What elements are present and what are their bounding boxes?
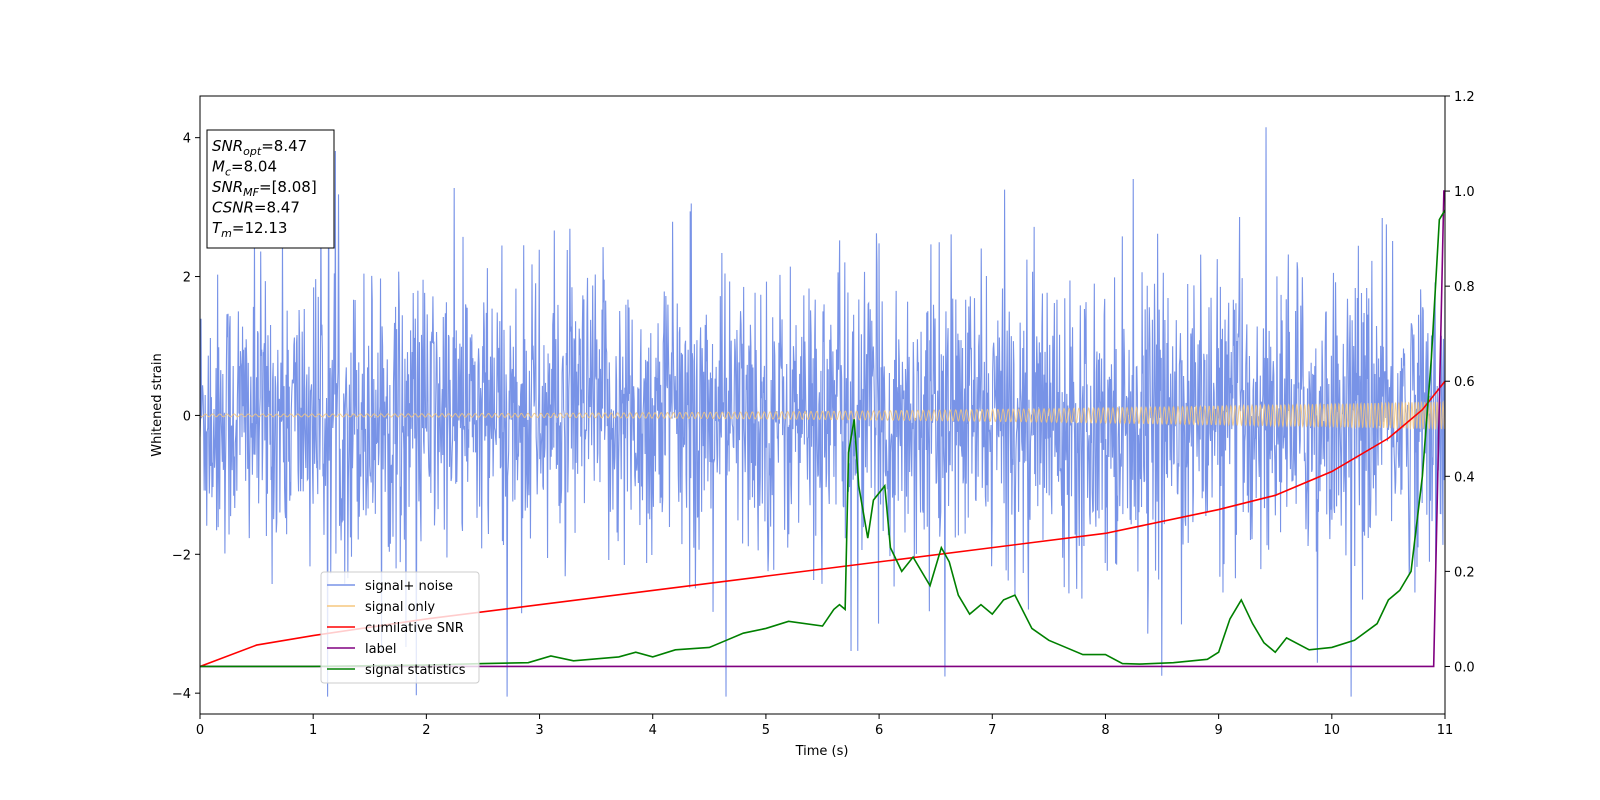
x-tick-label: 5: [762, 723, 770, 738]
series-signal-statistics-line: [200, 209, 1445, 668]
y-tick-label: 4: [183, 132, 191, 147]
info-box-frame: [206, 129, 335, 249]
info-line: Tm=12.13: [212, 219, 287, 240]
info-line: SNRMF=[8.08]: [212, 178, 317, 199]
series-signal-noise-line: [200, 127, 1445, 697]
y2-tick-label: 0.0: [1454, 660, 1475, 675]
x-axis-label: Time (s): [795, 744, 849, 759]
series-signal-only-line: [200, 400, 1445, 431]
x-tick-label: 3: [535, 723, 543, 738]
y-tick-label: 0: [183, 409, 191, 424]
legend-label: signal statistics: [365, 663, 466, 678]
y2-tick-label: 0.2: [1454, 565, 1475, 580]
x-tick-label: 6: [875, 723, 883, 738]
x-tick-label: 8: [1101, 723, 1109, 738]
legend-label: label: [365, 642, 396, 657]
y-tick-label: −4: [172, 687, 191, 702]
axes-layer: 0 1 2 3 4 5 6 7 8 9 10 11 4 2 0 −2 −4 1.2 1.0 0.8 0.6 0.4 0.2 0…: [172, 90, 1475, 738]
x-tick-label: 9: [1214, 723, 1222, 738]
x-tick-label: 10: [1324, 723, 1341, 738]
y-tick-label: −2: [172, 548, 191, 563]
info-line: SNRopt=8.47: [212, 137, 307, 158]
info-line: Mc=8.04: [212, 158, 277, 179]
y2-tick-label: 0.8: [1454, 280, 1475, 295]
plot-frame: [199, 95, 1446, 715]
legend-label: cumilative SNR: [365, 621, 464, 636]
series-label-line: [200, 190, 1445, 668]
x-tick-label: 11: [1437, 723, 1454, 738]
y2-tick-label: 1.0: [1454, 185, 1475, 200]
legend: signal+ noise signal only cumilative SNR la…: [320, 571, 480, 684]
legend-label: signal+ noise: [365, 579, 453, 594]
y-tick-label: 2: [183, 271, 191, 286]
y2-tick-label: 0.4: [1454, 470, 1475, 485]
x-tick-label: 7: [988, 723, 996, 738]
y-axis-label: Whitened strain: [150, 353, 165, 456]
y2-tick-label: 0.6: [1454, 375, 1475, 390]
x-tick-label: 4: [649, 723, 657, 738]
legend-label: signal only: [365, 600, 435, 615]
x-tick-label: 0: [196, 723, 204, 738]
x-tick-label: 2: [422, 723, 430, 738]
y2-tick-label: 1.2: [1454, 90, 1475, 105]
x-tick-label: 1: [309, 723, 317, 738]
legend-frame: [320, 571, 480, 684]
info-line: CSNR=8.47: [212, 199, 300, 217]
